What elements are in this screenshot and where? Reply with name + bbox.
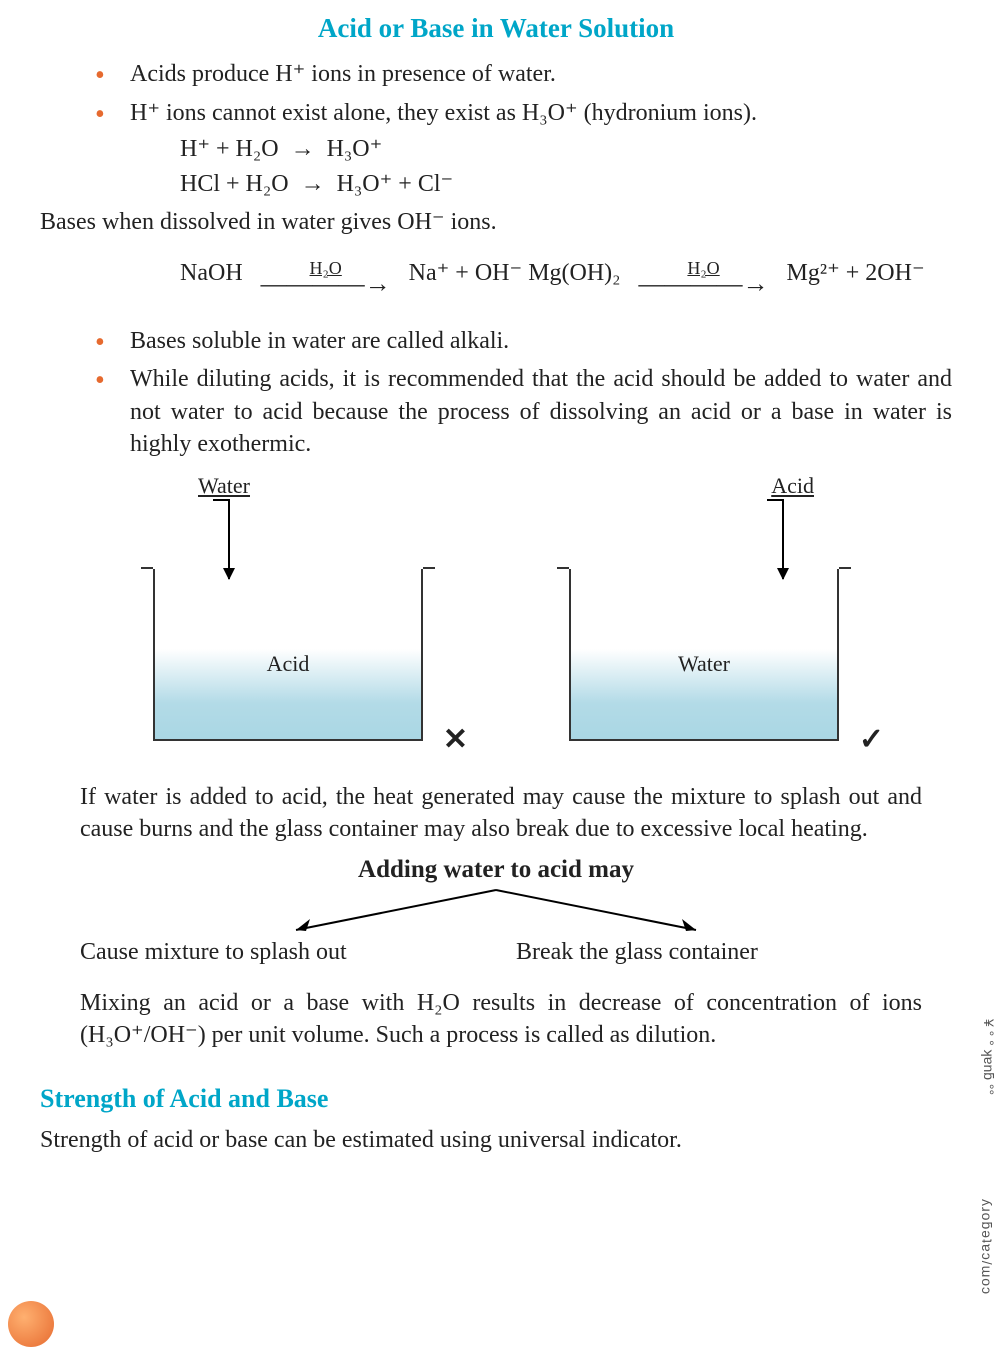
reaction: NaOH H₂O ————→ Na⁺ + OH⁻ — [180, 256, 522, 289]
eqn-lhs: HCl + H₂O — [180, 171, 289, 197]
paragraph: If water is added to acid, the heat gene… — [80, 781, 922, 846]
branch-right: Break the glass container — [476, 936, 912, 968]
check-icon: ✓ — [859, 720, 884, 761]
eqn-lhs: NaOH — [180, 257, 243, 289]
eqn-rhs: Mg²⁺ + 2OH⁻ — [787, 257, 925, 289]
bullet-list-top: Acids produce H⁺ ions in presence of wat… — [40, 58, 952, 200]
liquid-label: Acid — [155, 649, 421, 679]
watermark-icon: ¥ ° ° ʞɐnƃ °° — [979, 1019, 998, 1095]
arrow-over-icon: H₂O ————→ — [639, 256, 769, 289]
eqn-rhs: H₃O⁺ + Cl⁻ — [337, 171, 454, 197]
watermark-text: ʎɹoƃǝʇɐɔ/ɯoɔ — [977, 1199, 996, 1295]
beaker-icon: Acid — [153, 569, 423, 741]
eqn-lhs: H⁺ + H₂O — [180, 136, 279, 162]
bullet-text: H⁺ ions cannot exist alone, they exist a… — [130, 100, 757, 126]
bullet-item: H⁺ ions cannot exist alone, they exist a… — [95, 97, 952, 200]
pour-label: Acid — [771, 471, 814, 501]
branch-diagram: Adding water to acid may Cause mixture t… — [80, 853, 912, 968]
branch-title: Adding water to acid may — [80, 853, 912, 887]
paragraph: Mixing an acid or a base with H₂O result… — [80, 987, 922, 1052]
eqn-lhs: Mg(OH)₂ — [528, 257, 620, 289]
branch-left: Cause mixture to splash out — [80, 936, 476, 968]
liquid-label: Water — [571, 649, 837, 679]
reaction: Mg(OH)₂ H₂O ————→ Mg²⁺ + 2OH⁻ — [528, 256, 924, 289]
bullet-list-mid: Bases soluble in water are called alkali… — [40, 325, 952, 461]
bullet-item: While diluting acids, it is recommended … — [95, 363, 952, 460]
paragraph: Bases when dissolved in water gives OH⁻ … — [40, 206, 952, 238]
arrow-over-icon: H₂O ————→ — [261, 256, 391, 289]
corner-circle-icon — [8, 1301, 54, 1347]
section-heading: Strength of Acid and Base — [40, 1081, 952, 1116]
beaker-correct: Acid Water ✓ — [554, 471, 854, 771]
equation: HCl + H₂O → H₃O⁺ + Cl⁻ — [180, 168, 952, 200]
page-title: Acid or Base in Water Solution — [40, 10, 952, 46]
equation: H⁺ + H₂O → H₃O⁺ — [180, 133, 952, 165]
eqn-rhs: H₃O⁺ — [327, 136, 383, 162]
arrow-icon: → — [301, 171, 325, 197]
branch-arrows-icon — [236, 885, 756, 940]
down-arrow-icon — [228, 499, 230, 579]
arrow-icon: → — [291, 136, 315, 162]
eqn-rhs: Na⁺ + OH⁻ — [409, 257, 523, 289]
down-arrow-icon — [782, 499, 784, 579]
beaker-icon: Water — [569, 569, 839, 741]
beaker-wrong: Water Acid ✕ — [138, 471, 438, 771]
paragraph: Strength of acid or base can be estimate… — [40, 1124, 952, 1156]
cross-icon: ✕ — [443, 720, 468, 761]
bullet-item: Acids produce H⁺ ions in presence of wat… — [95, 58, 952, 90]
beaker-diagram: Water Acid ✕ Acid Water ✓ — [80, 471, 912, 771]
bullet-item: Bases soluble in water are called alkali… — [95, 325, 952, 357]
pour-label: Water — [198, 471, 250, 501]
